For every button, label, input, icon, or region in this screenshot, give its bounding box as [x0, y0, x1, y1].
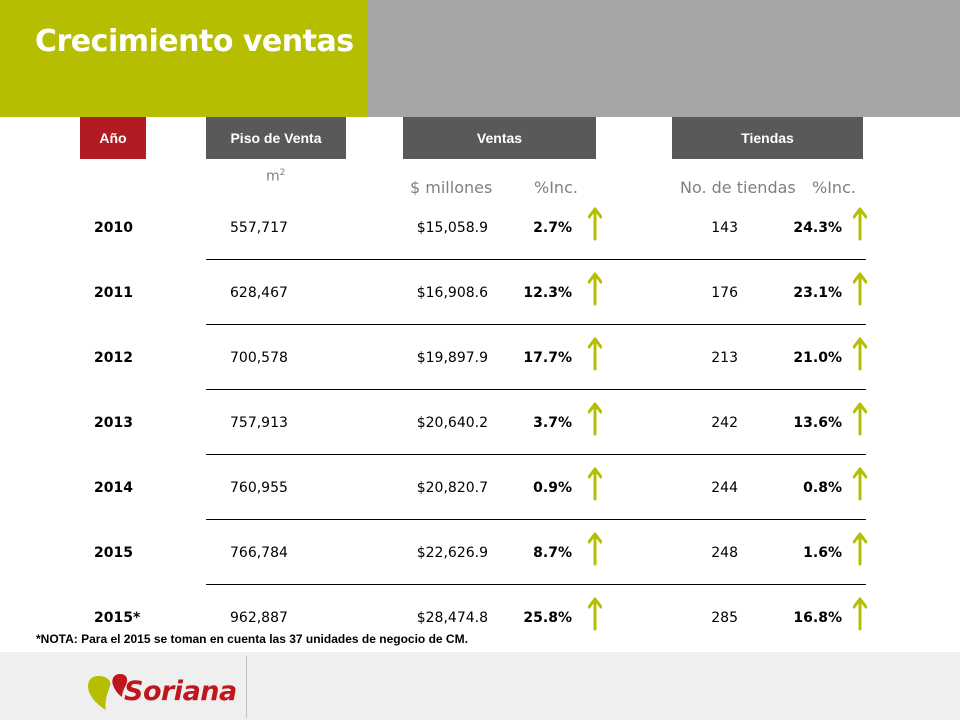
cell-year: 2011	[94, 285, 133, 301]
data-table: 2010 557,717 $15,058.9 2.7% 143 24.3% 20…	[0, 195, 960, 650]
subheader-millones: $ millones	[410, 178, 493, 197]
table-row: 2014 760,955 $20,820.7 0.9% 244 0.8%	[0, 455, 960, 520]
cell-ventas: $16,908.6	[416, 285, 488, 301]
page-title: Crecimiento ventas	[35, 24, 354, 59]
cell-inc-tiendas: 23.1%	[793, 285, 842, 301]
table-row: 2011 628,467 $16,908.6 12.3% 176 23.1%	[0, 260, 960, 325]
cell-inc-tiendas: 0.8%	[803, 480, 842, 496]
header-anio: Año	[80, 117, 146, 159]
cell-ventas: $19,897.9	[416, 350, 488, 366]
title-banner: Crecimiento ventas	[0, 0, 368, 117]
up-arrow-icon	[853, 597, 867, 631]
subheader-m2: m2	[266, 168, 285, 185]
row-divider	[206, 519, 866, 520]
cell-inc-ventas: 17.7%	[523, 350, 572, 366]
cell-year: 2010	[94, 220, 133, 236]
up-arrow-icon	[853, 402, 867, 436]
table-row: 2015 766,784 $22,626.9 8.7% 248 1.6%	[0, 520, 960, 585]
cell-inc-ventas: 2.7%	[533, 220, 572, 236]
cell-year: 2014	[94, 480, 133, 496]
cell-piso: 757,913	[230, 415, 288, 431]
row-divider	[206, 584, 866, 585]
cell-tiendas: 244	[711, 480, 738, 496]
up-arrow-icon	[588, 532, 602, 566]
cell-ventas: $28,474.8	[416, 610, 488, 626]
cell-piso: 760,955	[230, 480, 288, 496]
cell-tiendas: 242	[711, 415, 738, 431]
row-divider	[206, 454, 866, 455]
cell-ventas: $20,640.2	[416, 415, 488, 431]
cell-inc-tiendas: 16.8%	[793, 610, 842, 626]
cell-year: 2015*	[94, 610, 141, 626]
cell-year: 2012	[94, 350, 133, 366]
cell-tiendas: 176	[711, 285, 738, 301]
cell-tiendas: 248	[711, 545, 738, 561]
cell-piso: 766,784	[230, 545, 288, 561]
cell-inc-ventas: 12.3%	[523, 285, 572, 301]
cell-year: 2013	[94, 415, 133, 431]
cell-inc-tiendas: 1.6%	[803, 545, 842, 561]
table-row: 2013 757,913 $20,640.2 3.7% 242 13.6%	[0, 390, 960, 455]
soriana-logo: Soriana	[84, 670, 244, 714]
subheader-inc-ventas: %Inc.	[534, 178, 578, 197]
up-arrow-icon	[588, 402, 602, 436]
cell-piso: 962,887	[230, 610, 288, 626]
soriana-heart-icon	[88, 674, 128, 710]
up-arrow-icon	[588, 597, 602, 631]
cell-inc-ventas: 0.9%	[533, 480, 572, 496]
cell-piso: 628,467	[230, 285, 288, 301]
table-row: 2010 557,717 $15,058.9 2.7% 143 24.3%	[0, 195, 960, 260]
row-divider	[206, 324, 866, 325]
cell-inc-ventas: 25.8%	[523, 610, 572, 626]
table-row: 2012 700,578 $19,897.9 17.7% 213 21.0%	[0, 325, 960, 390]
cell-inc-tiendas: 24.3%	[793, 220, 842, 236]
subheader-m2-base: m	[266, 168, 280, 185]
header-piso-de-venta: Piso de Venta	[206, 117, 346, 159]
logo-wordmark: Soriana	[124, 676, 237, 707]
cell-tiendas: 213	[711, 350, 738, 366]
up-arrow-icon	[853, 532, 867, 566]
up-arrow-icon	[588, 272, 602, 306]
header-tiendas: Tiendas	[672, 117, 863, 159]
subheader-m2-exponent: 2	[279, 168, 286, 178]
subheader-inc-tiendas: %Inc.	[812, 178, 856, 197]
header-ventas: Ventas	[403, 117, 596, 159]
cell-inc-ventas: 8.7%	[533, 545, 572, 561]
row-divider	[206, 389, 866, 390]
cell-ventas: $20,820.7	[416, 480, 488, 496]
up-arrow-icon	[853, 272, 867, 306]
up-arrow-icon	[853, 467, 867, 501]
table-row: 2015* 962,887 $28,474.8 25.8% 285 16.8%	[0, 585, 960, 650]
subheader-no-tiendas: No. de tiendas	[680, 178, 796, 197]
footnote: *NOTA: Para el 2015 se toman en cuenta l…	[36, 632, 468, 646]
header-gray-banner	[368, 0, 960, 117]
up-arrow-icon	[588, 337, 602, 371]
cell-year: 2015	[94, 545, 133, 561]
footer-divider	[246, 656, 247, 718]
row-divider	[206, 259, 866, 260]
up-arrow-icon	[588, 467, 602, 501]
cell-ventas: $22,626.9	[416, 545, 488, 561]
up-arrow-icon	[853, 207, 867, 241]
up-arrow-icon	[588, 207, 602, 241]
cell-tiendas: 285	[711, 610, 738, 626]
cell-inc-tiendas: 21.0%	[793, 350, 842, 366]
cell-tiendas: 143	[711, 220, 738, 236]
up-arrow-icon	[853, 337, 867, 371]
cell-ventas: $15,058.9	[416, 220, 488, 236]
cell-inc-tiendas: 13.6%	[793, 415, 842, 431]
cell-inc-ventas: 3.7%	[533, 415, 572, 431]
footer-bar	[0, 652, 960, 720]
cell-piso: 700,578	[230, 350, 288, 366]
cell-piso: 557,717	[230, 220, 288, 236]
